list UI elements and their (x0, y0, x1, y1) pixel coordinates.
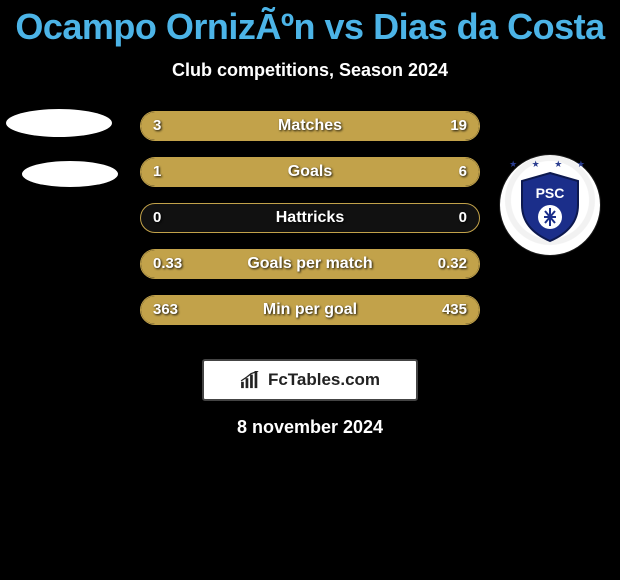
ellipse-shape (6, 109, 112, 137)
ellipse-shape (22, 161, 118, 187)
stat-value-right: 0.32 (426, 250, 479, 278)
page-title: Ocampo OrnizÃºn vs Dias da Costa (0, 0, 620, 48)
stat-label: Min per goal (141, 296, 479, 324)
comparison-area: ★ ★ ★ ★ PSC Matches3 19 Goals1 6 Hattricks0 0… (0, 111, 620, 341)
stat-row: Goals per match0.330.32 (140, 249, 480, 279)
brand-badge: FcTables.com (202, 359, 418, 401)
stat-value-left: 0 (141, 204, 173, 232)
stat-value-right: 19 (438, 112, 479, 140)
stat-label: Hattricks (141, 204, 479, 232)
stat-label: Goals (141, 158, 479, 186)
date-text: 8 november 2024 (0, 417, 620, 438)
stat-value-right: 6 (447, 158, 479, 186)
stat-row: Min per goal363 435 (140, 295, 480, 325)
shield-icon: PSC (516, 171, 584, 243)
stat-bars: Matches319Goals16Hattricks00Goals per ma… (140, 111, 480, 341)
shield-letters: PSC (536, 185, 565, 201)
shield-circle: ★ ★ ★ ★ PSC (500, 155, 600, 255)
brand-text: FcTables.com (268, 370, 380, 390)
right-club-badge: ★ ★ ★ ★ PSC (500, 155, 608, 263)
stars-row: ★ ★ ★ ★ (500, 159, 600, 170)
stat-value-left: 0.33 (141, 250, 194, 278)
bar-chart-icon (240, 371, 262, 389)
subtitle: Club competitions, Season 2024 (0, 60, 620, 81)
stat-row: Matches3 19 (140, 111, 480, 141)
stat-row: Goals1 6 (140, 157, 480, 187)
stat-value-right: 435 (430, 296, 479, 324)
stat-value-left: 363 (141, 296, 190, 324)
stat-row: Hattricks0 0 (140, 203, 480, 233)
left-club-badge (6, 103, 114, 211)
stat-value-left: 1 (141, 158, 173, 186)
stat-value-left: 3 (141, 112, 173, 140)
stat-value-right: 0 (447, 204, 479, 232)
stat-label: Matches (141, 112, 479, 140)
